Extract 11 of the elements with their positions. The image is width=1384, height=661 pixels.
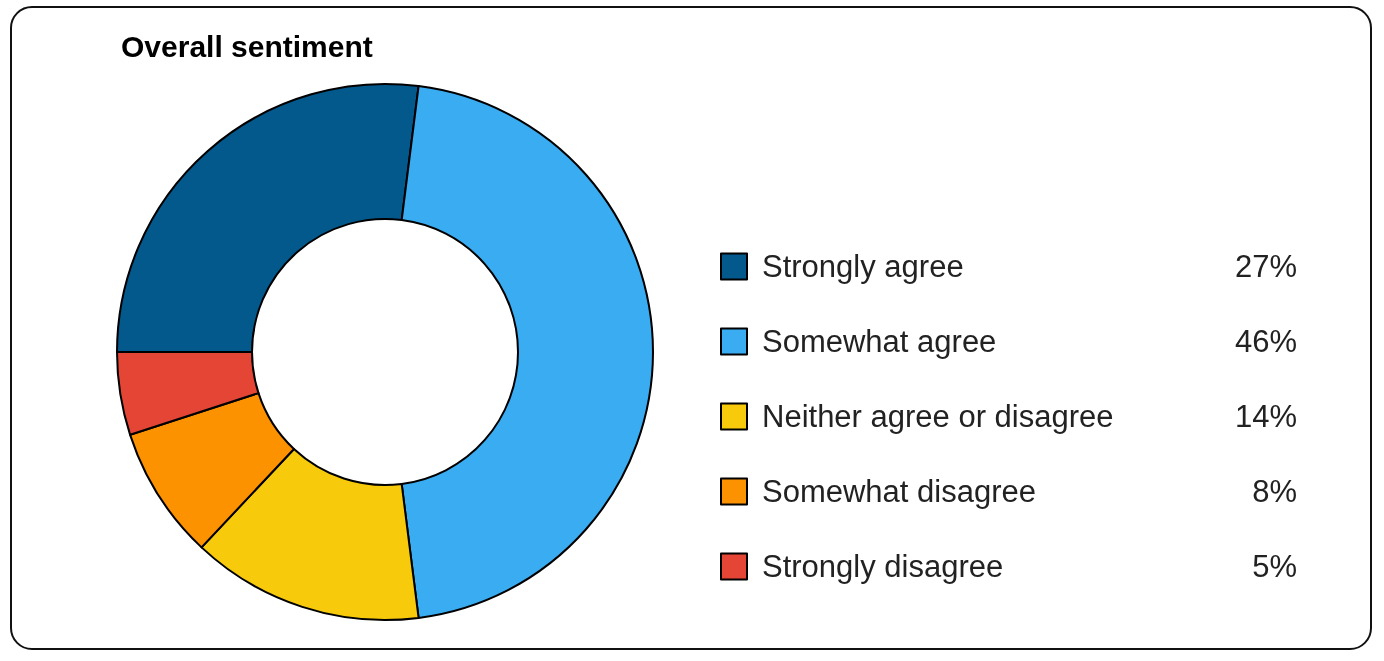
legend-label: Somewhat agree <box>762 324 997 359</box>
legend-label: Strongly agree <box>762 249 964 284</box>
chart-title: Overall sentiment <box>121 29 373 63</box>
data-label: 5% <box>1252 549 1297 584</box>
legend-label: Neither agree or disagree <box>762 399 1114 434</box>
data-label: 8% <box>1252 474 1297 509</box>
legend-label: Strongly disagree <box>762 549 1004 584</box>
data-label: 46% <box>1234 324 1297 359</box>
legend-label: Somewhat disagree <box>762 474 1036 509</box>
data-label: 14% <box>1234 399 1297 434</box>
data-label: 27% <box>1234 249 1297 284</box>
